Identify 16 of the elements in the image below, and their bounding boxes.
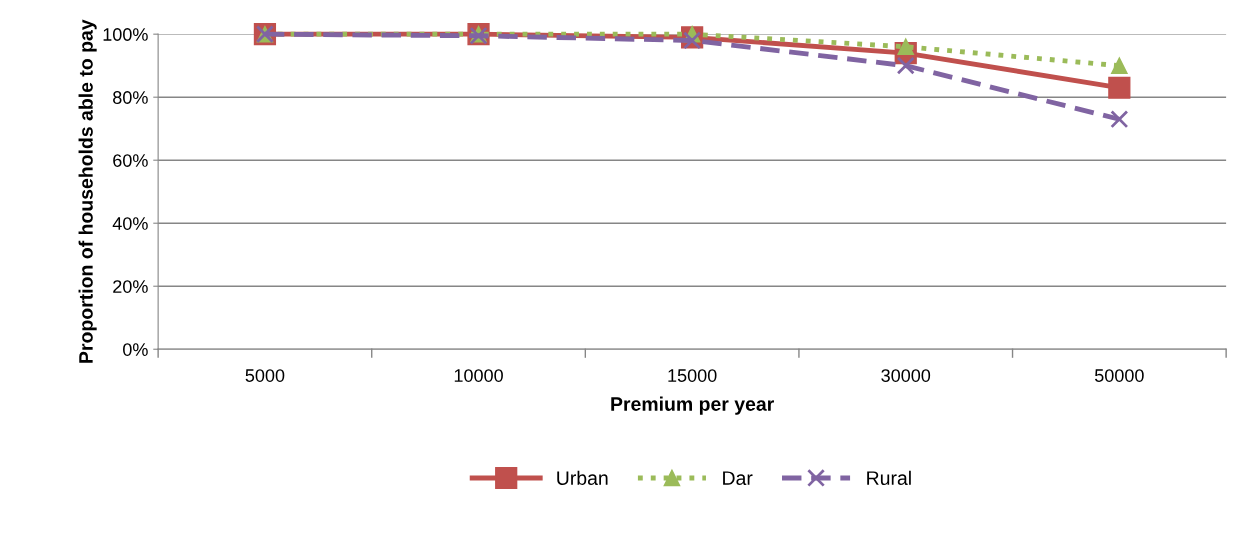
x-tick-label: 50000 (1094, 369, 1144, 382)
y-tick-label: 60% (113, 154, 148, 167)
y-tick-label: 40% (112, 217, 148, 230)
x-tick-label: 30000 (881, 369, 931, 382)
y-tick-label: 80% (113, 91, 148, 104)
y-axis-title: Proportion of households able to pay (78, 19, 97, 363)
y-tick-label: 100% (103, 28, 148, 41)
y-tick-label: 20% (113, 280, 148, 293)
legend-label: Dar (723, 471, 753, 485)
x-tick-label: 15000 (668, 369, 717, 382)
x-tick-label: 5000 (245, 369, 285, 382)
x-axis-title: Premium per year (611, 396, 774, 415)
y-tick-label: 0% (123, 343, 148, 356)
legend-label: Urban (557, 470, 608, 485)
x-tick-label: 10000 (454, 369, 503, 382)
legend-label: Rural (867, 470, 911, 485)
